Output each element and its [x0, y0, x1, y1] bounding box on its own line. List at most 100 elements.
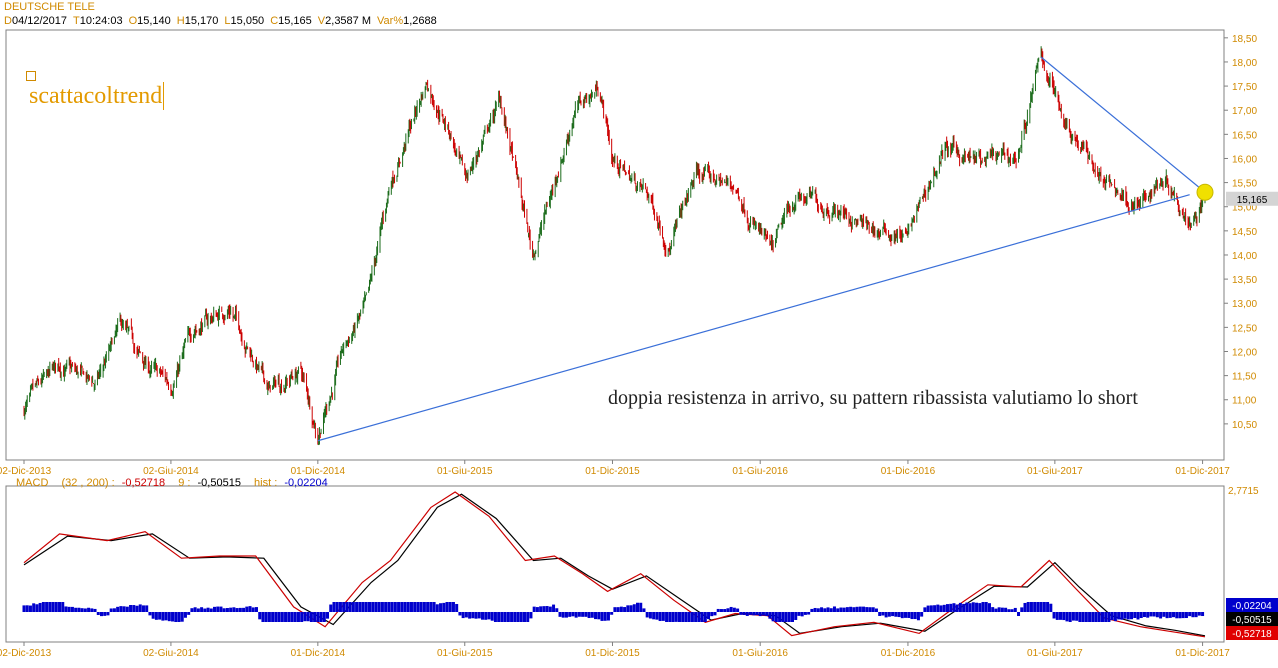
hist-bar: [958, 602, 962, 612]
hist-bar: [677, 612, 681, 622]
hist-bar: [665, 612, 669, 622]
hist-bar: [196, 608, 200, 612]
x-tick-label: 01-Dic-2017: [1175, 466, 1230, 477]
hist-bar: [597, 612, 601, 620]
macd-label: MACD: [16, 477, 49, 489]
macd-line: [23, 491, 1206, 638]
hist-bar: [532, 606, 536, 612]
hist-bar: [132, 605, 136, 612]
hist-bar: [238, 607, 242, 612]
hist-bar: [542, 606, 546, 612]
hist-bar: [561, 612, 565, 618]
hist-bar: [1059, 612, 1063, 620]
hist-bar: [858, 606, 862, 612]
hist-bar: [490, 612, 494, 621]
x-tick-label: 01-Giu-2017: [1027, 466, 1083, 477]
hist-bar: [1091, 612, 1095, 622]
hist-bar: [122, 606, 126, 612]
hist-bar: [135, 605, 139, 612]
hist-bar: [96, 612, 100, 616]
hist-bar: [264, 612, 268, 622]
hist-bar: [939, 605, 943, 612]
price-tag: 15,165: [1237, 195, 1268, 206]
y-tick-label: 17,50: [1232, 82, 1257, 93]
hist-bar: [222, 608, 226, 612]
hist-bar: [1081, 612, 1085, 622]
hist-bar: [429, 602, 433, 612]
hist-bar: [1159, 612, 1163, 619]
hist-bar: [384, 602, 388, 612]
hist-bar: [900, 612, 904, 619]
hist-bar: [1191, 612, 1195, 618]
hist-bar: [1139, 612, 1143, 619]
hist-bar: [813, 607, 817, 612]
intersection-highlight: [1196, 183, 1214, 201]
hist-bar: [771, 612, 775, 622]
hist-bar: [968, 603, 972, 612]
hist-bar: [1084, 612, 1088, 622]
hist-bar: [577, 612, 581, 617]
hist-bar: [687, 612, 691, 622]
hist-bar: [403, 602, 407, 612]
hist-bar: [351, 602, 355, 612]
hist-bar: [332, 602, 336, 612]
hist-bar: [636, 602, 640, 612]
hist-bar: [810, 608, 814, 612]
hist-bar: [1000, 607, 1004, 612]
hist-bar: [167, 612, 171, 622]
hist-bar: [1020, 607, 1024, 612]
hist-bar: [716, 608, 720, 612]
y-tick-label: 18,50: [1232, 34, 1257, 45]
hist-bar: [235, 608, 239, 612]
hist-bar: [1049, 603, 1053, 612]
hist-bar: [619, 606, 623, 612]
hist-bar: [151, 612, 155, 619]
hist-bar: [1172, 612, 1176, 618]
hist-bar: [526, 612, 530, 622]
hist-bar: [761, 612, 765, 616]
field-value: 1,2688: [403, 15, 437, 27]
hist-bar: [852, 607, 856, 612]
hist-bar: [816, 608, 820, 612]
hist-bar: [1146, 612, 1150, 618]
field-key: Var%: [377, 15, 404, 27]
hist-bar: [732, 607, 736, 612]
hist-bar: [626, 605, 630, 612]
hist-bar: [125, 606, 129, 612]
hist-bar: [419, 602, 423, 612]
hist-bar: [158, 612, 162, 620]
hist-bar: [248, 606, 252, 612]
hist-bar: [448, 602, 452, 612]
histogram-group: [22, 602, 1205, 622]
hist-bar: [435, 604, 439, 612]
hist-bar: [274, 612, 278, 622]
hist-bar: [668, 612, 672, 622]
y-tick-label: 16,00: [1232, 154, 1257, 165]
hist-bar: [245, 606, 249, 612]
hist-bar: [978, 603, 982, 612]
hist-bar: [1039, 602, 1043, 612]
y-tick-label: 12,50: [1232, 323, 1257, 334]
hist-bar: [129, 604, 133, 612]
hist-bar: [506, 612, 510, 622]
hist-bar: [832, 606, 836, 612]
hist-bar: [758, 612, 762, 617]
hist-bar: [461, 612, 465, 619]
hist-bar: [500, 612, 504, 622]
y-tick-label: 13,50: [1232, 275, 1257, 286]
hist-bar: [1078, 612, 1082, 622]
rising-trendline: [317, 194, 1190, 442]
hist-tag: -0,02204: [1232, 601, 1272, 612]
hist-bar: [32, 603, 36, 612]
hist-bar: [138, 604, 142, 612]
hist-bar: [277, 612, 281, 622]
hist-bar: [1023, 602, 1027, 612]
hist-bar: [904, 612, 908, 618]
hist-bar: [1188, 612, 1192, 617]
hist-bar: [803, 612, 807, 615]
hist-bar: [61, 602, 65, 612]
hist-bar: [729, 606, 733, 612]
hist-bar: [674, 612, 678, 622]
hist-bar: [907, 612, 911, 618]
